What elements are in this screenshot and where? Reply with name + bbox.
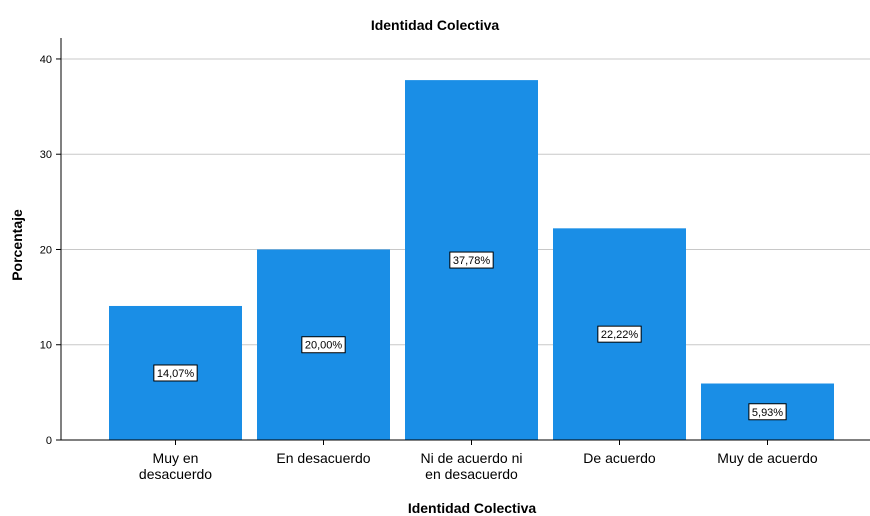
data-labels: 14,07% 20,00% 37,78% 22,22% 5,93%	[153, 251, 787, 421]
data-label: 14,07%	[153, 364, 198, 382]
data-label: 22,22%	[597, 325, 642, 343]
data-label-text: 20,00%	[305, 340, 343, 352]
y-tick-label: 20	[40, 244, 52, 256]
data-label-text: 37,78%	[453, 255, 491, 267]
data-label-text: 22,22%	[601, 329, 639, 341]
x-tick-labels: Muy en desacuerdo En desacuerdo Ni de acuer…	[139, 450, 818, 482]
data-label: 20,00%	[301, 336, 346, 354]
x-axis-title: Identidad Colectiva	[408, 500, 537, 516]
x-tick-label: Ni de acuerdo ni en desacuerdo	[421, 450, 523, 482]
y-tick-label: 10	[40, 340, 52, 352]
y-tick-labels: 0 10 20 30 40	[40, 54, 52, 447]
data-label: 5,93%	[748, 403, 787, 421]
data-label-box	[301, 336, 346, 354]
x-tick-label: Muy de acuerdo	[717, 450, 818, 466]
data-label-box	[597, 325, 642, 343]
data-label-box	[153, 364, 198, 382]
x-tick-label: En desacuerdo	[276, 450, 370, 466]
chart-title: Identidad Colectiva	[371, 17, 500, 33]
data-label: 37,78%	[449, 251, 494, 269]
axes	[56, 38, 870, 445]
x-tick-label: Muy en desacuerdo	[139, 450, 212, 482]
data-label-text: 14,07%	[157, 368, 195, 380]
y-tick-label: 0	[46, 435, 52, 447]
data-label-box	[449, 251, 494, 269]
y-tick-label: 40	[40, 54, 52, 66]
data-label-text: 5,93%	[752, 407, 783, 419]
y-tick-label: 30	[40, 149, 52, 161]
x-tick-label: De acuerdo	[583, 450, 656, 466]
data-label-box	[748, 403, 787, 421]
y-axis-title: Porcentaje	[9, 209, 25, 281]
